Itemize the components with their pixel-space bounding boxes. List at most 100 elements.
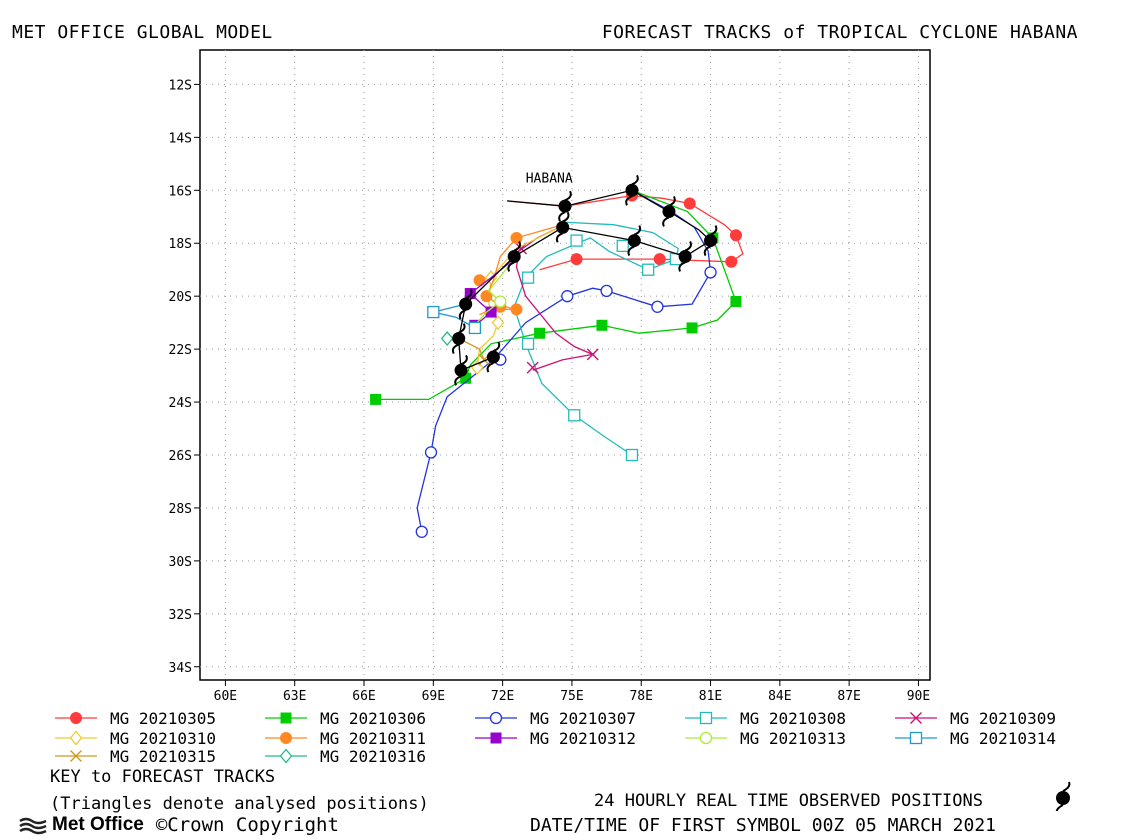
y-tick-label: 30S (169, 555, 192, 570)
cyclone-arm (458, 323, 466, 334)
track-marker (625, 448, 639, 462)
x-tick-label: 75E (560, 689, 583, 704)
track-marker (725, 255, 738, 268)
legend-label: MG 20210305 (110, 709, 216, 728)
legend-marker (490, 732, 502, 744)
cyclone-arm (454, 375, 462, 386)
track-marker (510, 303, 523, 316)
legend-marker (69, 730, 83, 746)
track-marker (570, 253, 583, 266)
cyclone-arm (710, 225, 718, 236)
track-marker (370, 393, 382, 405)
track-marker (521, 271, 535, 284)
observed-cyclone-symbol (627, 234, 641, 248)
track-mg-20210305 (507, 194, 744, 271)
track-marker (491, 315, 505, 331)
y-tick-label: 12S (169, 78, 192, 93)
cyclone-arm (631, 174, 639, 186)
legend-marker (699, 711, 713, 725)
legend-label: MG 20210310 (110, 729, 216, 748)
cyclone-arm (493, 341, 501, 352)
track-mg-20210312 (469, 258, 515, 326)
cyclone-symbol-icon (1055, 781, 1071, 811)
storm-name-label: HABANA (526, 171, 573, 186)
cyclone-arm (513, 241, 521, 252)
legend-label: MG 20210306 (320, 709, 426, 728)
legend-marker (699, 731, 713, 745)
header-left-title: MET OFFICE GLOBAL MODEL (12, 22, 273, 43)
observed-cyclone-symbol (704, 234, 718, 248)
track-marker (460, 372, 472, 384)
cyclone-arm (558, 211, 566, 222)
y-tick-label: 26S (169, 449, 192, 464)
cyclone-arm (451, 343, 460, 354)
legend-label: MG 20210314 (950, 729, 1056, 748)
y-tick-label: 14S (169, 131, 192, 146)
y-tick-label: 18S (169, 237, 192, 252)
cyclone-arm (668, 196, 676, 207)
cyclone-arm (684, 241, 692, 252)
track-marker (683, 197, 696, 210)
x-tick-label: 78E (629, 689, 652, 704)
cyclone-arm (703, 245, 711, 257)
observed-cyclone-symbol (678, 249, 692, 263)
observed-positions-note: 24 HOURLY REAL TIME OBSERVED POSITIONS (594, 791, 983, 811)
cyclone-arm (627, 245, 635, 257)
track-marker (653, 253, 666, 266)
track-marker (616, 239, 629, 253)
first-symbol-date: DATE/TIME OF FIRST SYMBOL 00Z 05 MARCH 2… (530, 815, 996, 836)
header-right-title: FORECAST TRACKS of TROPICAL CYCLONE HABA… (601, 22, 1078, 43)
y-tick-label: 16S (169, 184, 192, 199)
legend-marker (280, 732, 292, 744)
legend-label: MG 20210316 (320, 747, 426, 766)
track-marker (424, 446, 438, 459)
cyclone-arm (555, 232, 564, 243)
legend-marker (489, 711, 503, 725)
copyright: ©Crown Copyright (155, 814, 339, 836)
legend-marker (279, 748, 293, 764)
x-tick-label: 72E (491, 689, 514, 704)
observed-cyclone-symbol (507, 249, 521, 263)
observed-cyclone-symbol (556, 220, 570, 234)
cyclone-arm (562, 211, 570, 223)
legend-marker (70, 750, 82, 762)
legend-label: MG 20210312 (530, 729, 636, 748)
track-marker (686, 322, 698, 334)
cyclone-arm (564, 190, 572, 202)
met-office-logo-icon (19, 817, 47, 835)
track-mg-20210315 (458, 337, 485, 360)
x-tick-label: 81E (699, 689, 722, 704)
cyclone-arm (458, 309, 467, 320)
cyclone-arm (486, 362, 494, 373)
track-marker (485, 306, 497, 318)
track-marker (480, 290, 493, 303)
y-tick-label: 28S (169, 502, 192, 517)
track-marker (651, 300, 664, 313)
track-marker (568, 409, 581, 422)
y-tick-label: 22S (169, 343, 192, 358)
x-tick-label: 84E (768, 689, 791, 704)
cyclone-arm (633, 225, 642, 236)
track-mg-20210307 (416, 189, 712, 532)
track-marker (729, 229, 742, 242)
track-marker (427, 305, 440, 319)
x-tick-label: 90E (907, 689, 930, 704)
cyclone-arm (678, 261, 686, 272)
legend-marker (280, 712, 292, 724)
key-title: KEY to FORECAST TRACKS (50, 767, 276, 787)
x-tick-label: 66E (352, 689, 375, 704)
y-tick-label: 34S (169, 661, 192, 676)
legend-label: MG 20210308 (740, 709, 846, 728)
track-mg-20210314 (433, 303, 476, 329)
track-marker (521, 337, 535, 350)
cyclone-arm (460, 354, 468, 366)
observed-cyclone-symbol (486, 350, 500, 364)
track-marker (704, 266, 717, 279)
legend-label: MG 20210311 (320, 729, 426, 748)
track-marker (440, 331, 454, 347)
track-marker (494, 295, 507, 308)
cyclone-arm (662, 216, 670, 227)
legend-marker (909, 731, 923, 745)
track-mg-20210308 (513, 221, 679, 456)
